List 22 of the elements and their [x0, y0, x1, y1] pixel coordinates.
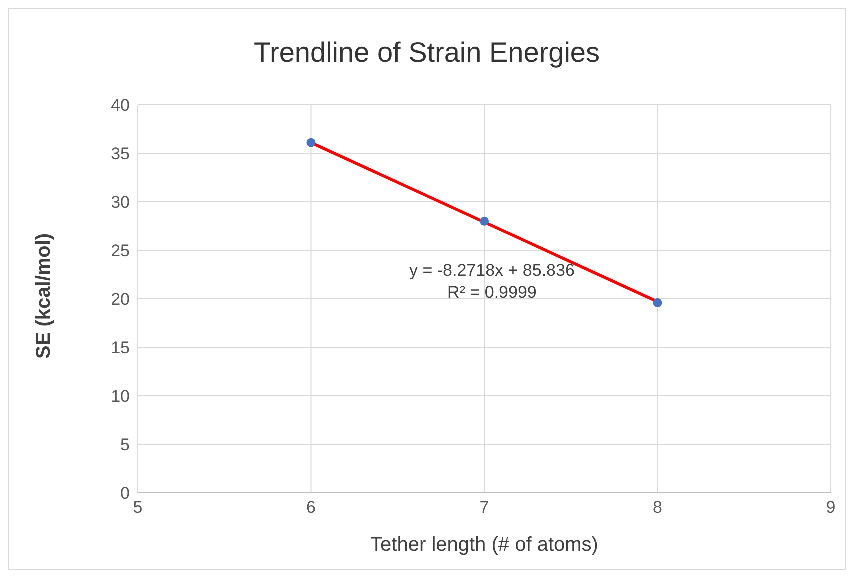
point	[306, 138, 316, 148]
point	[480, 216, 490, 226]
y-tick-label: 15	[111, 338, 130, 358]
y-tick-label: 5	[120, 436, 130, 455]
x-tick-label: 6	[306, 498, 316, 518]
x-tick-label: 9	[826, 498, 836, 518]
y-tick-label: 10	[111, 387, 130, 406]
x-tick-label: 7	[480, 498, 490, 518]
x-tick-label: 8	[653, 498, 662, 518]
y-tick-label: 35	[111, 144, 130, 164]
y-tick-label: 20	[111, 290, 130, 310]
y-tick-label: 0	[120, 484, 130, 504]
point	[653, 298, 662, 308]
y-tick-label: 25	[111, 242, 130, 261]
chart-title: Trendline of Strain Energies	[252, 37, 602, 69]
x-tick-label: 5	[133, 498, 143, 518]
y-tick-label: 40	[111, 96, 130, 116]
y-tick-label: 30	[111, 193, 130, 212]
x-axis-title: Tether length (# of atoms)	[370, 534, 598, 556]
annotation: R² = 0.9999	[446, 282, 538, 304]
annotation: y = -8.2718x + 85.836	[410, 260, 575, 282]
y-axis-title: SE (kcal/mol)	[33, 233, 56, 359]
